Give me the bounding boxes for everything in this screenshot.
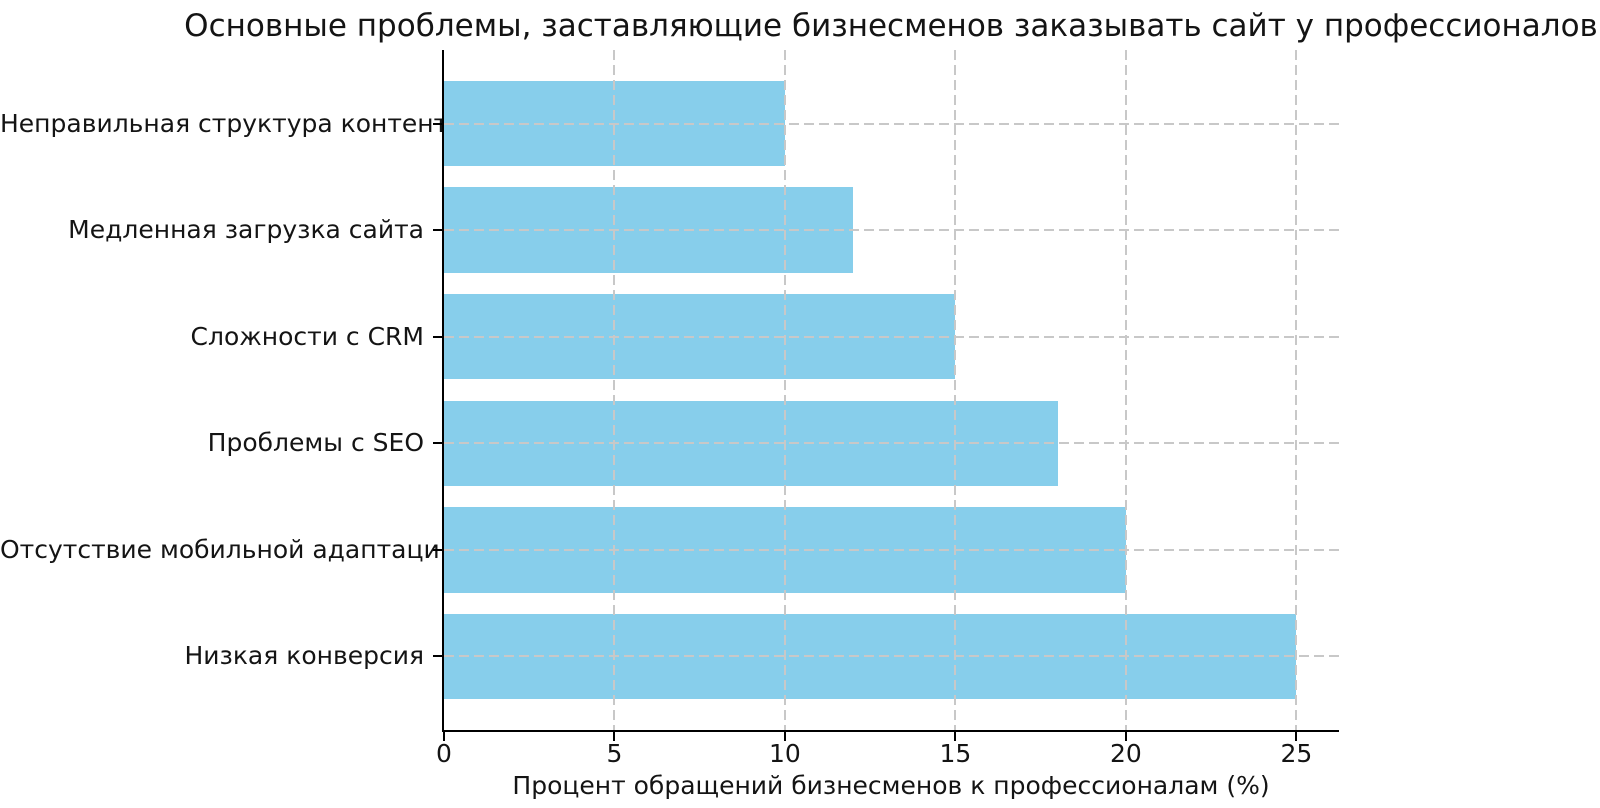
x-axis-spine <box>442 730 1339 732</box>
y-axis-spine <box>442 50 444 732</box>
x-tick-mark <box>443 732 445 741</box>
gridline-horizontal <box>444 229 1339 232</box>
chart-title: Основные проблемы, заставляющие бизнесме… <box>184 8 1598 44</box>
gridline-vertical <box>613 50 616 730</box>
x-axis-tick-label: 25 <box>1280 739 1313 768</box>
y-axis-label: Неправильная структура контента <box>0 108 464 138</box>
y-axis-label: Отсутствие мобильной адаптации <box>0 534 456 564</box>
gridline-horizontal <box>444 335 1339 338</box>
gridline-vertical <box>783 50 786 730</box>
x-tick-mark <box>954 732 957 741</box>
y-tick-mark <box>433 229 442 232</box>
y-axis-label: Низкая конверсия <box>184 641 424 671</box>
y-axis-label: Проблемы с SEO <box>207 428 424 458</box>
gridline-horizontal <box>444 548 1339 551</box>
plot-area <box>444 50 1339 730</box>
x-tick-mark <box>613 732 616 741</box>
x-tick-mark <box>783 732 786 741</box>
x-axis-tick-label: 10 <box>769 739 801 768</box>
y-axis-label: Сложности с CRM <box>190 321 424 351</box>
x-axis-tick-label: 5 <box>606 739 623 768</box>
y-tick-mark <box>433 548 442 551</box>
gridline-vertical <box>1124 50 1127 730</box>
x-axis-tick-label: 20 <box>1109 739 1142 768</box>
gridline-vertical <box>954 50 957 730</box>
x-tick-mark <box>1295 732 1298 741</box>
gridline-horizontal <box>444 122 1339 125</box>
y-tick-mark <box>433 335 442 338</box>
x-axis-tick-label: 0 <box>436 739 452 768</box>
x-axis-label: Процент обращений бизнесменов к професси… <box>512 771 1270 800</box>
gridline-vertical <box>1295 50 1298 730</box>
y-tick-mark <box>433 122 442 125</box>
y-tick-mark <box>433 442 442 445</box>
x-axis-tick-label: 15 <box>939 739 972 768</box>
y-tick-mark <box>433 655 442 658</box>
gridline-horizontal <box>444 442 1339 445</box>
y-axis-label: Медленная загрузка сайта <box>68 215 424 245</box>
x-tick-mark <box>1124 732 1127 741</box>
gridline-horizontal <box>444 655 1339 658</box>
